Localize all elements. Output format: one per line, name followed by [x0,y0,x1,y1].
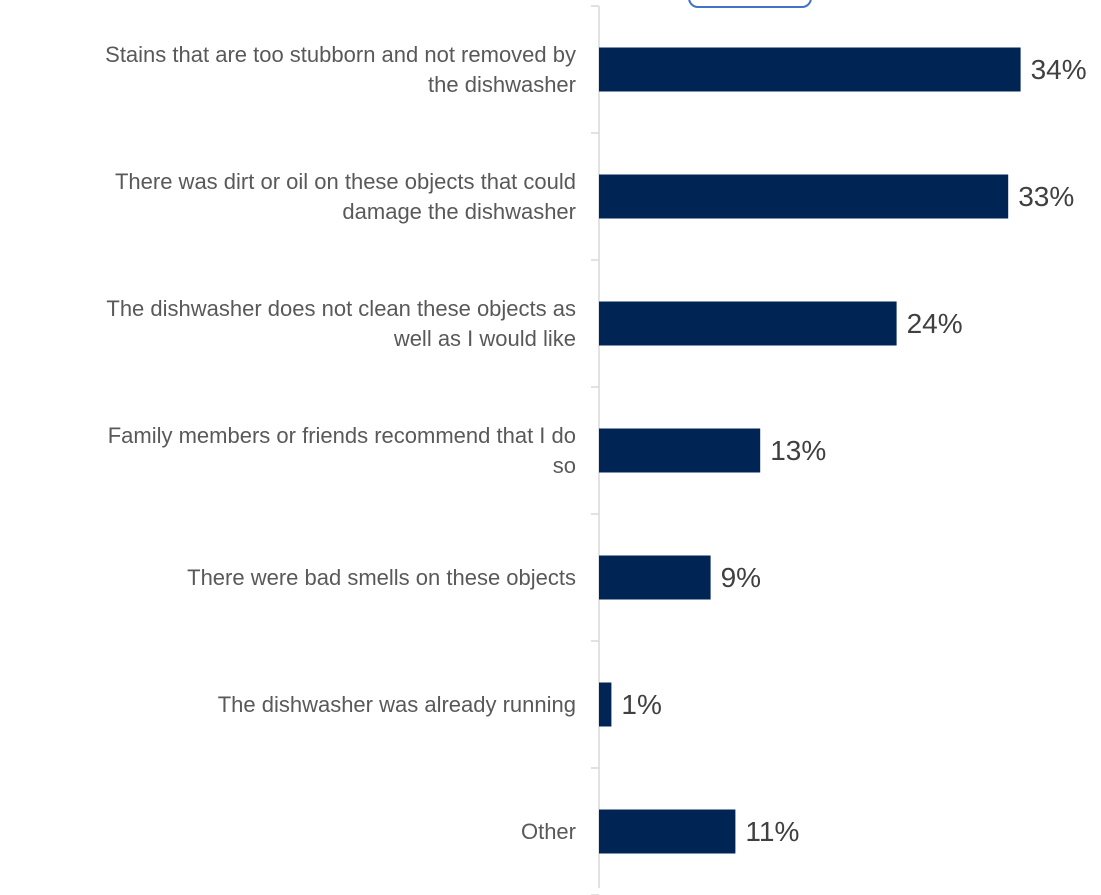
bar [599,301,897,346]
category-label: Family members or friends recommend that… [0,421,576,481]
bar [599,174,1009,219]
category-label: Stains that are too stubborn and not rem… [0,40,576,100]
category-label: There were bad smells on these objects [0,563,576,593]
category-label-line: Other [520,818,576,844]
category-label-line: damage the dishwasher [342,198,576,224]
category-label-line: well as I would like [393,325,576,351]
category-label-line: The dishwasher does not clean these obje… [106,295,576,321]
data-label: 33% [1018,180,1075,212]
data-label: 13% [770,434,827,466]
category-label-line: There were bad smells on these objects [187,564,576,590]
category-label-line: The dishwasher was already running [217,691,576,717]
data-label: 34% [1030,53,1087,85]
category-label-line: Stains that are too stubborn and not rem… [105,41,576,67]
bar [599,809,736,854]
category-label-line: the dishwasher [428,71,576,97]
category-label: There was dirt or oil on these objects t… [0,167,576,227]
bar [599,47,1021,92]
category-label: The dishwasher was already running [0,690,576,720]
bar [599,555,711,600]
data-label: 1% [621,688,662,720]
data-label: 9% [720,561,762,593]
category-label-line: so [552,452,576,478]
bar [599,682,612,727]
data-label: 24% [906,307,963,339]
category-label: Other [0,817,576,847]
category-label-line: There was dirt or oil on these objects t… [114,168,576,194]
data-label: 11% [745,815,800,847]
bar [599,428,761,473]
category-label-line: Family members or friends recommend that… [107,422,576,448]
category-label: The dishwasher does not clean these obje… [0,294,576,354]
